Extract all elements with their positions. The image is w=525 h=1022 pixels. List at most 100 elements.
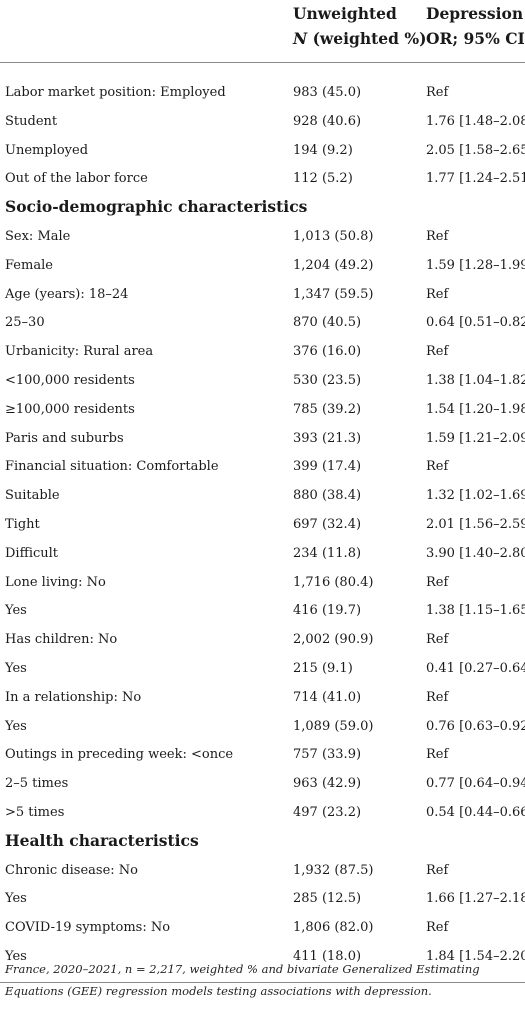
header-depression-label: Depression [426,4,524,23]
header-n-symbol: N [293,29,308,48]
table-row: Outings in preceding week: <once 757 (33.… [0,740,525,769]
row-count: 1,204 (49.2) [293,257,374,273]
header-unweighted-label: Unweighted [293,4,397,23]
row-count: 234 (11.8) [293,545,362,561]
row-label: Female [5,257,53,273]
row-odds-ratio: 1.38 [1.04–1.82] [426,372,525,388]
section-heading: Socio-demographic characteristics [0,193,525,222]
row-count: 1,089 (59.0) [293,718,374,734]
table-row: Financial situation: Comfortable 399 (17.… [0,452,525,481]
section-heading-label: Socio-demographic characteristics [5,197,308,217]
row-odds-ratio: 0.76 [0.63–0.92] [426,718,525,734]
row-count: 112 (5.2) [293,171,353,187]
row-odds-ratio: 1.32 [1.02–1.69] [426,488,525,504]
table-row: Student 928 (40.6) 1.76 [1.48–2.08] [0,107,525,136]
table-row: 2–5 times 963 (42.9) 0.77 [0.64–0.94] [0,769,525,798]
row-count: 983 (45.0) [293,85,362,100]
row-label: Yes [5,891,27,907]
row-odds-ratio: Ref [426,286,449,302]
row-label: COVID-19 symptoms: No [5,920,171,936]
results-table: Unweighted N (weighted %) Depression OR;… [0,0,525,983]
row-odds-ratio: Ref [426,228,449,244]
header-weighted-label: (weighted %) [307,29,427,48]
row-count: 530 (23.5) [293,372,362,388]
row-label: Student [5,113,58,129]
row-label: Yes [5,718,27,734]
table-row: COVID-19 symptoms: No 1,806 (82.0) Ref [0,913,525,942]
table-row: Out of the labor force 112 (5.2) 1.77 [1.2… [0,164,525,193]
header-or-ci-label: OR; 95% CI [426,29,525,48]
section-heading-label: Health characteristics [5,830,199,850]
row-odds-ratio: Ref [426,747,449,763]
section-heading: Health characteristics [0,827,525,856]
row-odds-ratio: 1.54 [1.20–1.98] [426,401,525,417]
row-label: Has children: No [5,632,118,648]
row-count: 1,932 (87.5) [293,862,374,878]
row-odds-ratio: 3.90 [1.40–2.80] [426,545,525,561]
table-row: Chronic disease: No 1,932 (87.5) Ref [0,856,525,885]
row-odds-ratio: 0.64 [0.51–0.82] [426,315,525,331]
row-odds-ratio: 2.01 [1.56–2.59] [426,516,525,532]
table-footnote: France, 2020–2021, n = 2,217, weighted %… [5,962,480,998]
row-count: 393 (21.3) [293,430,362,446]
row-label: Age (years): 18–24 [5,286,129,302]
table-row: Labor market position: Employed 983 (45.0… [0,78,525,107]
table-row: Urbanicity: Rural area 376 (16.0) Ref [0,337,525,366]
row-label: <100,000 residents [5,372,135,388]
row-label: Yes [5,603,27,619]
row-odds-ratio: Ref [426,920,449,936]
table-row: Tight 697 (32.4) 2.01 [1.56–2.59] [0,510,525,539]
table-row: Yes 1,089 (59.0) 0.76 [0.63–0.92] [0,712,525,741]
row-count: 411 (18.0) [293,948,362,964]
row-count: 194 (9.2) [293,142,353,158]
row-label: Difficult [5,545,59,561]
table-row: In a relationship: No 714 (41.0) Ref [0,683,525,712]
row-label: 2–5 times [5,776,69,792]
row-odds-ratio: 1.59 [1.21–2.09] [426,430,525,446]
row-odds-ratio: Ref [426,862,449,878]
row-odds-ratio: 0.54 [0.44–0.66] [426,804,525,820]
header-unweighted-n: Unweighted N (weighted %) [293,1,426,51]
row-odds-ratio: Ref [426,632,449,648]
table-row: Yes 411 (18.0) 1.84 [1.54–2.20] [0,942,525,971]
row-odds-ratio: Ref [426,689,449,705]
row-odds-ratio: 1.76 [1.48–2.08] [426,113,525,129]
row-count: 215 (9.1) [293,660,353,676]
row-label: Tight [5,516,40,532]
row-label: Unemployed [5,142,89,158]
row-label: Suitable [5,488,60,504]
table-row: Paris and suburbs 393 (21.3) 1.59 [1.21–2.… [0,424,525,453]
row-label: Lone living: No [5,574,106,590]
table-row: Unemployed 194 (9.2) 2.05 [1.58–2.65] [0,136,525,165]
row-label: Financial situation: Comfortable [5,459,219,475]
row-count: 757 (33.9) [293,747,362,763]
row-odds-ratio: 2.05 [1.58–2.65] [426,142,525,158]
row-odds-ratio: 0.41 [0.27–0.64] [426,660,525,676]
row-odds-ratio: 1.38 [1.15–1.65] [426,603,525,619]
row-count: 376 (16.0) [293,344,362,360]
table-header: Unweighted N (weighted %) Depression OR;… [0,0,525,63]
row-count: 399 (17.4) [293,459,362,475]
row-odds-ratio: 0.77 [0.64–0.94] [426,776,525,792]
row-count: 2,002 (90.9) [293,632,374,648]
row-label: Outings in preceding week: <once [5,747,234,763]
row-odds-ratio: Ref [426,574,449,590]
row-label: Urbanicity: Rural area [5,344,154,360]
row-count: 1,806 (82.0) [293,920,374,936]
row-count: 870 (40.5) [293,315,362,331]
table-row: ≥100,000 residents 785 (39.2) 1.54 [1.20–1… [0,395,525,424]
row-label: Yes [5,948,27,964]
row-count: 416 (19.7) [293,603,362,619]
row-label: Labor market position: Employed [5,85,226,100]
row-odds-ratio: Ref [426,85,449,100]
table-row: >5 times 497 (23.2) 0.54 [0.44–0.66] [0,798,525,827]
table-row: Yes 416 (19.7) 1.38 [1.15–1.65] [0,596,525,625]
row-count: 1,716 (80.4) [293,574,374,590]
table-bottom-rule [0,971,525,983]
row-label: ≥100,000 residents [5,401,135,417]
row-count: 285 (12.5) [293,891,362,907]
row-label: Yes [5,660,27,676]
table-row: Suitable 880 (38.4) 1.32 [1.02–1.69] [0,481,525,510]
row-label: Sex: Male [5,228,71,244]
table-row: Sex: Male 1,013 (50.8) Ref [0,222,525,251]
